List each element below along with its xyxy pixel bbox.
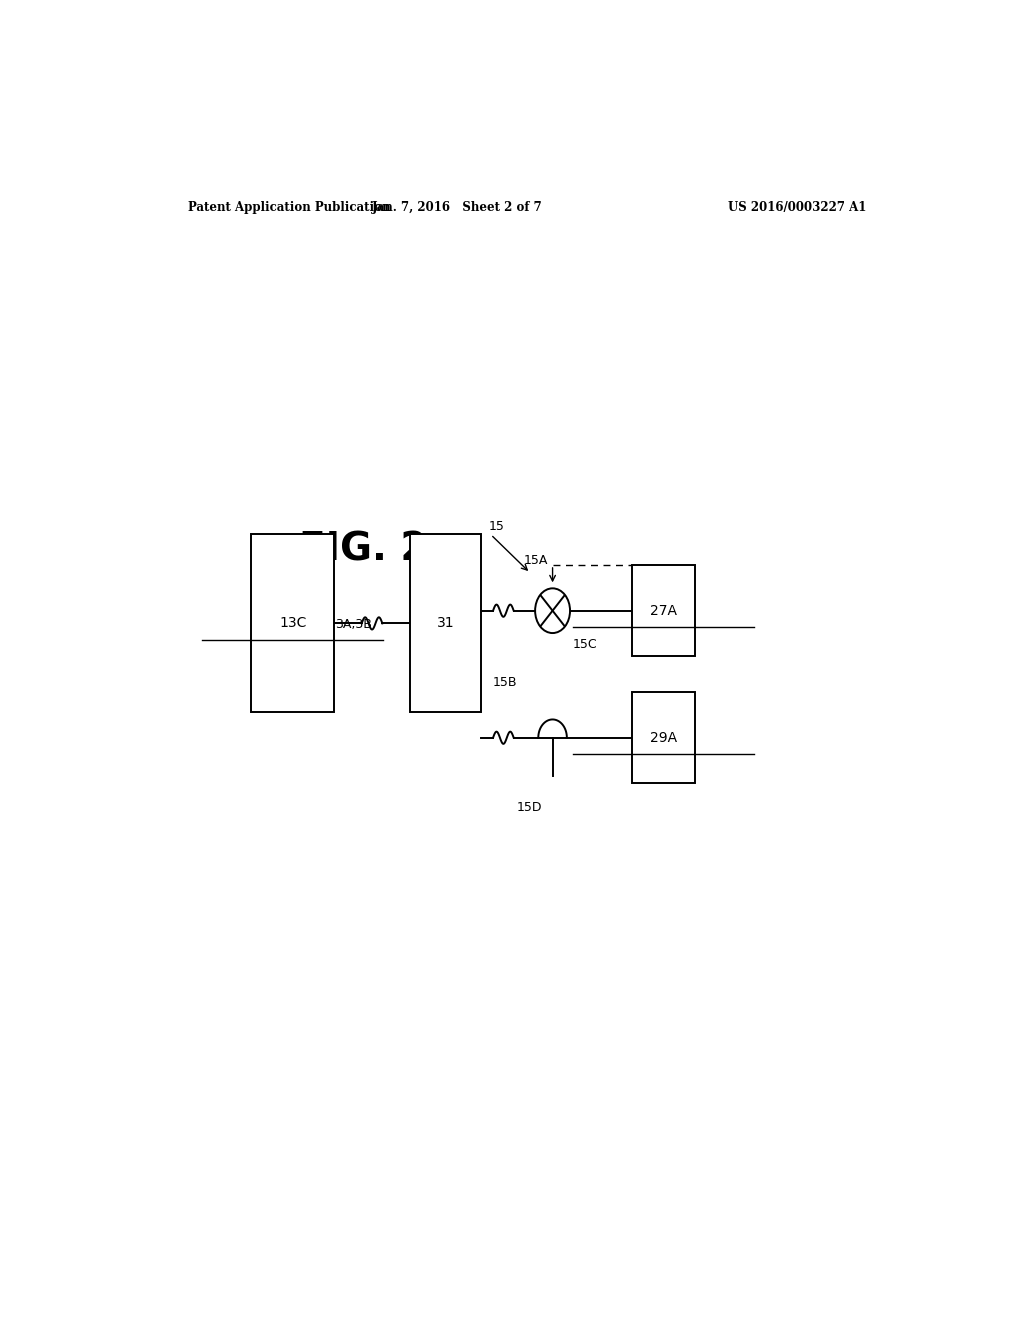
Bar (410, 535, 481, 713)
Circle shape (536, 589, 570, 634)
Text: 15A: 15A (523, 554, 548, 568)
Bar (632, 565, 695, 656)
Text: 15C: 15C (572, 638, 597, 651)
Text: 15D: 15D (517, 801, 543, 813)
Text: 29A: 29A (650, 731, 677, 744)
Text: Patent Application Publication: Patent Application Publication (187, 201, 390, 214)
Text: 3A,3B: 3A,3B (335, 618, 372, 631)
Text: 27A: 27A (650, 603, 677, 618)
Text: FIG. 2: FIG. 2 (299, 531, 427, 569)
Text: 15: 15 (489, 520, 505, 533)
Text: 13C: 13C (279, 616, 306, 631)
Text: 15B: 15B (494, 676, 517, 689)
Text: Jan. 7, 2016   Sheet 2 of 7: Jan. 7, 2016 Sheet 2 of 7 (372, 201, 543, 214)
Bar (251, 535, 334, 713)
Bar (632, 692, 695, 784)
Text: US 2016/0003227 A1: US 2016/0003227 A1 (728, 201, 866, 214)
Text: 31: 31 (436, 616, 455, 631)
